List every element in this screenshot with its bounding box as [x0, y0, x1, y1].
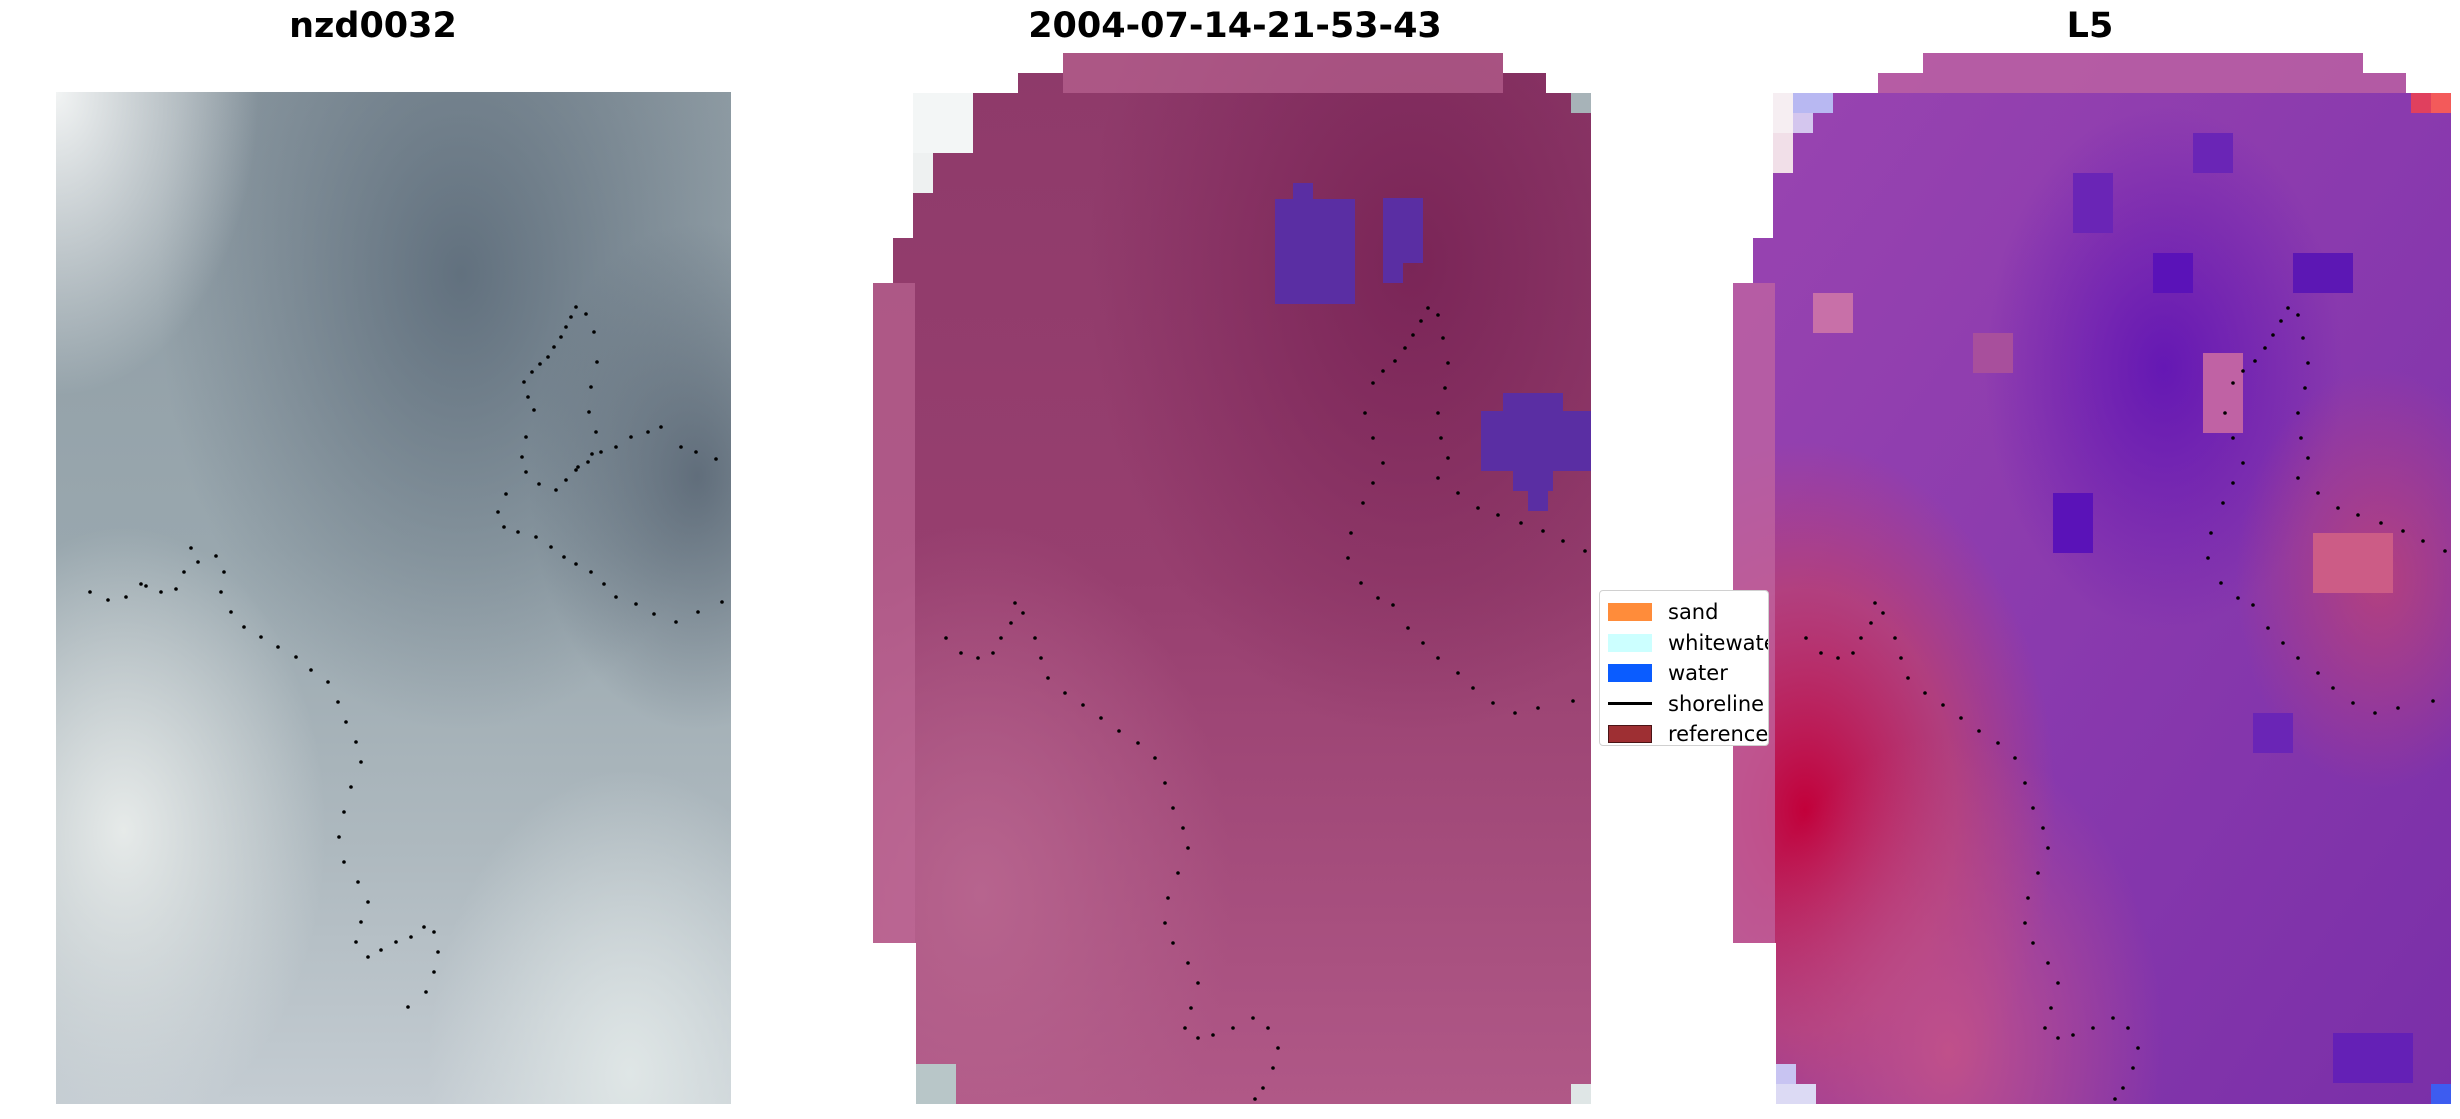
classified-image	[873, 53, 1591, 1104]
panel-title-rgb: nzd0032	[289, 6, 457, 46]
mndwi-image-panel	[1733, 53, 2451, 1104]
legend-label-water: water	[1668, 661, 1728, 686]
whitewater-swatch	[1608, 633, 1652, 652]
legend-label-whitewater: whitewater	[1668, 630, 1768, 655]
shoreline-points	[944, 306, 1587, 1101]
sand-swatch	[1608, 603, 1652, 622]
legend-item-water: water	[1608, 658, 1768, 689]
legend-label-sand: sand	[1668, 600, 1719, 625]
shoreline-points	[1804, 306, 2447, 1101]
legend-item-sand: sand	[1608, 597, 1768, 628]
legend-item-whitewater: whitewater	[1608, 628, 1768, 659]
reference-swatch	[1608, 725, 1652, 744]
legend-item-shoreline: shoreline	[1608, 689, 1768, 720]
legend: sand whitewater water shoreline referenc…	[1599, 590, 1769, 746]
mndwi-image	[1733, 53, 2451, 1104]
shoreline-points	[88, 305, 724, 1009]
rgb-image	[56, 92, 731, 1104]
panel-title-mndwi: L5	[2066, 6, 2114, 46]
rgb-image-panel	[56, 92, 731, 1104]
water-swatch	[1608, 664, 1652, 683]
panel-title-classified: 2004-07-14-21-53-43	[1028, 6, 1442, 46]
shoreline-line-sample	[1608, 702, 1652, 706]
legend-label-shoreline: shoreline	[1668, 691, 1765, 716]
mndwi-pixel-blocks	[1773, 93, 2451, 1104]
legend-label-reference: reference	[1668, 722, 1769, 746]
classified-image-panel	[873, 53, 1591, 1104]
water-patches	[1275, 183, 1591, 511]
legend-item-reference: reference	[1608, 719, 1769, 746]
